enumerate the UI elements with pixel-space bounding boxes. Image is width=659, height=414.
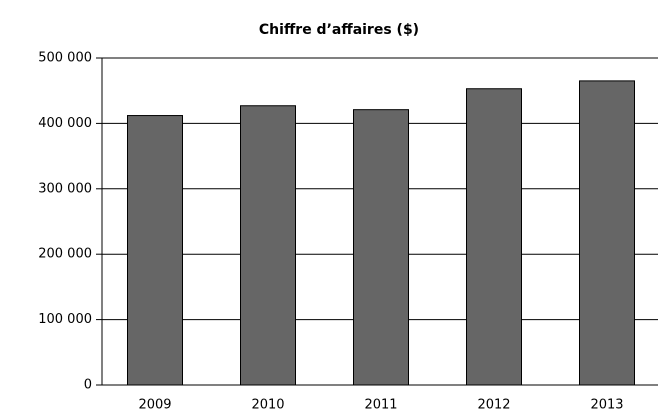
y-tick-label: 100 000: [38, 312, 92, 327]
x-tick-label: 2010: [251, 398, 284, 413]
bar: [240, 105, 296, 386]
bar: [353, 109, 409, 386]
y-tick-label: 300 000: [38, 181, 92, 196]
bar: [466, 88, 522, 386]
y-tick-label: 0: [84, 378, 92, 393]
x-tick-label: 2009: [138, 398, 171, 413]
y-tick-label: 500 000: [38, 51, 92, 66]
x-tick-label: 2011: [364, 398, 397, 413]
y-tick-label: 200 000: [38, 247, 92, 262]
bar: [579, 80, 635, 386]
y-tick-label: 400 000: [38, 116, 92, 131]
bar: [127, 115, 183, 386]
x-tick-label: 2012: [477, 398, 510, 413]
chart-title: Chiffre d’affaires ($): [259, 22, 419, 38]
x-tick-label: 2013: [590, 398, 623, 413]
